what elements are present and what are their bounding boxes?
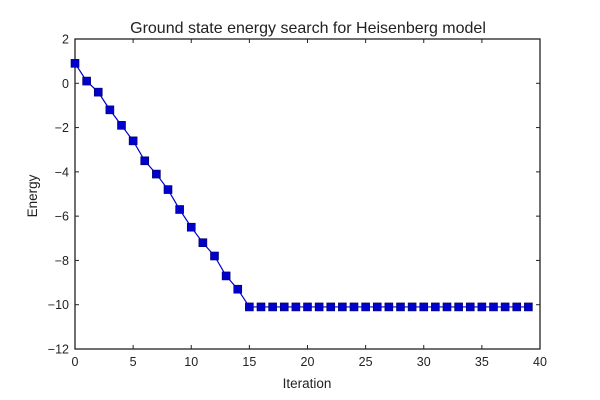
data-point [105,105,115,115]
data-point [82,76,91,86]
data-point [152,169,161,179]
y-tick-label: −8 [55,254,69,268]
data-point [465,302,475,312]
x-tick-label: 5 [130,355,137,369]
data-point [233,284,243,294]
data-point [256,302,266,312]
data-point [117,121,126,130]
data-point [338,302,347,312]
data-point [70,59,80,68]
data-point [140,156,150,166]
data-point [326,302,336,312]
x-tick-label: 25 [359,355,373,369]
data-point [477,302,487,312]
x-tick-label: 40 [533,355,547,369]
data-point [268,302,277,312]
y-axis-label: Energy [25,174,40,217]
chart-title: Ground state energy search for Heisenber… [130,20,486,37]
series-layer [70,59,533,312]
data-point [454,302,463,312]
y-tick-label: −6 [55,210,69,224]
y-tick-label: −4 [55,165,69,179]
y-tick-label: −2 [55,121,69,135]
data-point [500,302,510,312]
data-point [361,302,370,312]
data-point [303,302,312,312]
data-point [524,302,533,312]
data-point [175,205,184,214]
data-point [431,302,440,312]
data-point [245,302,254,312]
y-tick-label: 2 [62,33,69,47]
data-point [384,302,394,312]
data-point [291,302,301,312]
data-point [128,136,138,146]
data-point [489,302,498,312]
y-tick-label: 0 [62,77,69,91]
x-tick-label: 0 [72,355,79,369]
data-point [221,271,231,281]
data-point [349,302,359,312]
series-line [74,63,529,308]
data-point [314,302,324,312]
data-point [186,222,196,232]
plot-area [74,38,541,350]
y-tick-label: −10 [48,298,69,312]
x-tick-label: 10 [184,355,198,369]
data-point [93,87,103,97]
data-point [279,302,289,312]
data-point [512,302,522,312]
x-axis-label: Iteration [283,376,332,391]
x-tick-label: 20 [301,355,315,369]
x-tick-label: 35 [475,355,489,369]
x-tick-label: 30 [417,355,431,369]
y-tick-label: −12 [48,343,69,357]
data-point [198,238,208,248]
data-point [407,302,417,312]
data-point [163,185,173,194]
data-point [372,302,382,312]
data-point [210,251,219,261]
data-point [396,302,405,312]
x-tick-label: 15 [242,355,256,369]
data-point [419,302,429,312]
data-point [442,302,452,312]
